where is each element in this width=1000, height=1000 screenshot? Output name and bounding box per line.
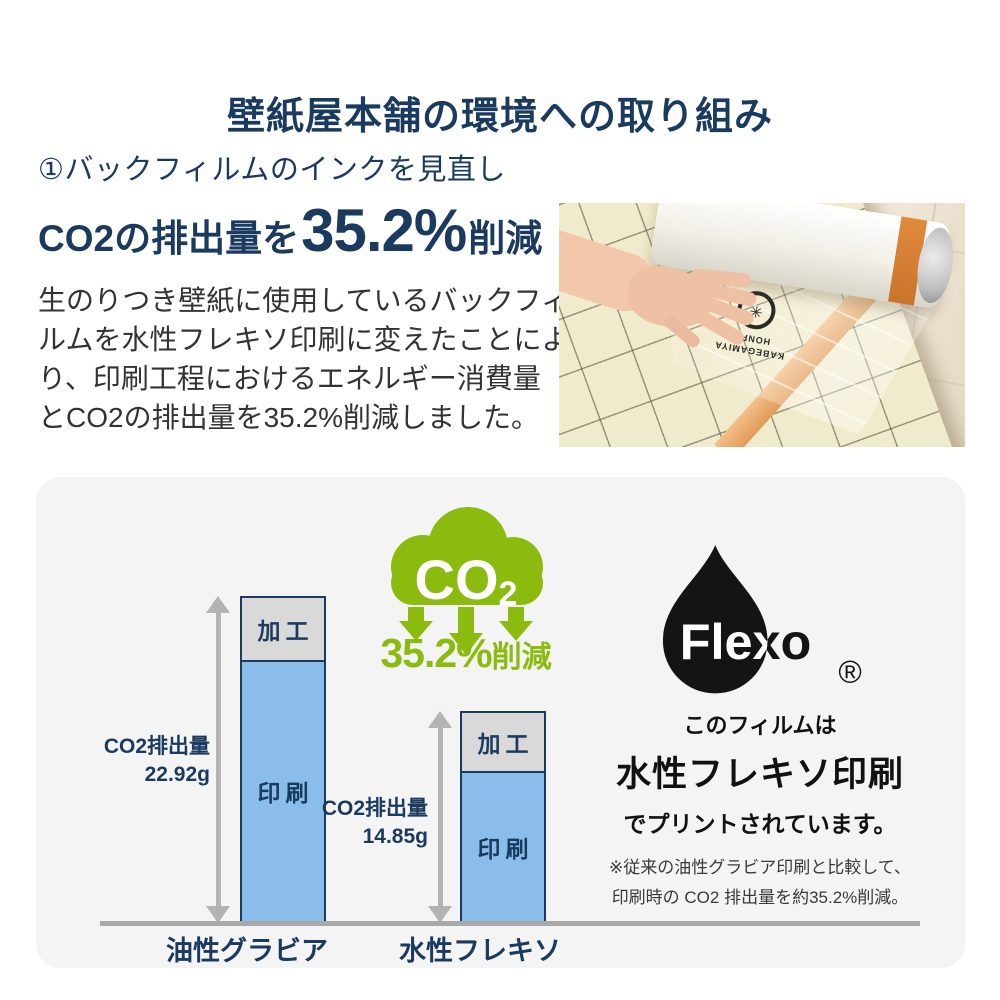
- svg-text:Flexo: Flexo: [680, 613, 812, 670]
- down-arrow-icon: [449, 607, 483, 655]
- intro-paragraph: 生のりつき壁紙に使用しているバックフィ ルムを水性フレキソ印刷に変えたことによ …: [38, 281, 598, 437]
- arrow-up-icon: [428, 711, 452, 728]
- intro-paragraph-line: 生のりつき壁紙に使用しているバックフィ: [38, 285, 569, 316]
- section-heading: ①バックフィルムのインクを見直し: [38, 154, 506, 186]
- flexo-caption-line2: 水性フレキソ印刷: [615, 755, 904, 794]
- arrow-up-icon: [206, 596, 230, 613]
- headline-prefix: CO2の排出量を: [38, 218, 300, 259]
- bar-water-flexo: 加工 印刷: [460, 711, 546, 923]
- bar-segment-printing: 印刷: [462, 773, 544, 921]
- infographic-panel: 加工 印刷 加工 印刷 CO2排出量 22.92g CO2排出量 14.85g …: [36, 477, 965, 968]
- co2-reduction-headline: CO2の排出量を 35.2% 削減: [38, 196, 542, 265]
- flexo-caption-line1: このフィルムは: [683, 713, 837, 738]
- arrow-down-icon: [428, 906, 452, 923]
- co2-cloud-icon: CO2: [391, 507, 543, 655]
- category-label-oil-gravure: 油性グラビア: [166, 936, 328, 966]
- headline-suffix: 削減: [468, 218, 543, 259]
- intro-paragraph-line: ルムを水性フレキソ印刷に変えたことによ: [38, 324, 570, 355]
- arrow-down-icon: [206, 906, 230, 923]
- co2-amount-annotation-left: CO2排出量 22.92g: [103, 735, 210, 786]
- flexo-info-block: Flexo Flexo ® このフィルムは 水性フレキソ印刷 でプリントされてい…: [590, 543, 930, 913]
- bar-segment-printing: 印刷: [242, 661, 324, 921]
- reduction-percentage-text: 35.2%削減: [380, 630, 552, 676]
- co2-cloud-badge: CO2: [371, 495, 561, 665]
- measure-arrow-right: [426, 711, 454, 923]
- bar-segment-processing: 加工: [242, 598, 324, 662]
- bar-segment-processing: 加工: [462, 713, 544, 774]
- measure-arrow-left: [204, 596, 232, 923]
- co2-amount-annotation-right: CO2排出量 14.85g: [321, 797, 428, 848]
- intro-paragraph-line: とCO2の排出量を35.2%削減しました。: [38, 402, 539, 433]
- svg-text:Flexo: Flexo: [680, 613, 812, 670]
- hand: [559, 217, 769, 367]
- bar-oil-gravure: 加工 印刷: [240, 596, 326, 923]
- flexo-footnote: ※従来の油性グラビア印刷と比較して、 印刷時の CO2 排出量を約35.2%削減…: [609, 858, 911, 907]
- flexo-logo: Flexo Flexo ®: [662, 545, 862, 694]
- svg-text:CO2: CO2: [415, 548, 518, 613]
- down-arrow-icon: [399, 607, 433, 641]
- flexo-caption-line3: でプリントされています。: [623, 811, 897, 837]
- product-photo: KABEGAMIYA HONPO ✳: [559, 203, 965, 447]
- down-arrow-icon: [499, 607, 533, 641]
- category-label-water-flexo: 水性フレキソ: [399, 936, 561, 966]
- x-axis-line: [100, 921, 920, 926]
- page-title: 壁紙屋本舗の環境への取り組み: [226, 96, 773, 139]
- intro-paragraph-line: り、印刷工程におけるエネルギー消費量: [38, 363, 541, 394]
- water-drop-icon: [662, 545, 768, 694]
- registered-mark: ®: [838, 654, 861, 690]
- headline-value: 35.2%: [301, 197, 467, 264]
